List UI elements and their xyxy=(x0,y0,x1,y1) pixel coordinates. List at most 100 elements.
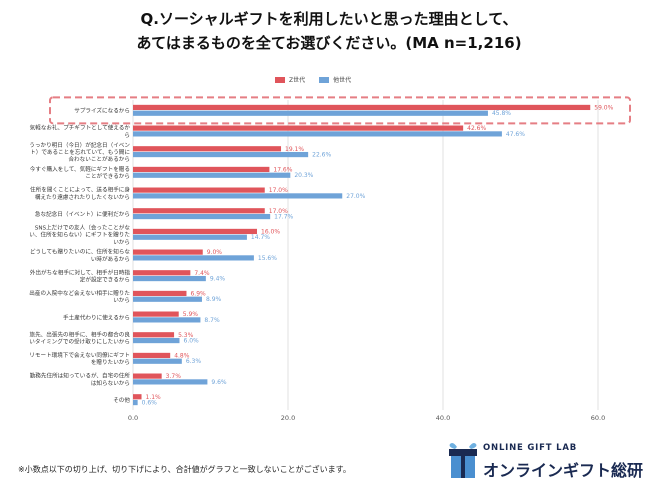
highlight-box xyxy=(49,96,631,125)
data-label: 3.7% xyxy=(166,373,182,380)
category-label: 合わないことがあるから xyxy=(68,155,130,163)
data-label: 1.1% xyxy=(146,394,162,401)
category-label: 出産の入院中など会えない相手に贈りた xyxy=(29,289,130,297)
legend-label-z: Z世代 xyxy=(289,77,306,84)
category-label: を贈りたいから xyxy=(91,358,130,366)
bar-other-generation xyxy=(133,234,247,240)
x-tick-label: 20.0 xyxy=(281,414,295,422)
category-label: い、住所を知らない）にギフトを贈りた xyxy=(29,231,130,239)
bar-z-generation xyxy=(133,270,191,276)
legend-swatch-z xyxy=(275,76,285,83)
logo: ONLINE GIFT LAB オンラインギフト総研 xyxy=(447,441,647,481)
bar-z-generation xyxy=(133,208,265,214)
data-label: 4.8% xyxy=(174,352,190,359)
x-tick-label: 60.0 xyxy=(591,414,605,422)
bar-other-generation xyxy=(133,379,208,385)
bar-other-generation xyxy=(133,255,254,261)
bar-z-generation xyxy=(133,249,203,255)
bar-z-generation xyxy=(133,146,282,152)
footnote: ※小数点以下の切り上げ、切り下げにより、合計値がグラフと一致しないことがございま… xyxy=(18,465,351,474)
category-label: いから xyxy=(113,239,130,246)
bar-other-generation xyxy=(133,131,502,137)
bar-z-generation xyxy=(133,373,162,379)
bar-other-generation xyxy=(133,151,309,158)
category-label: いから xyxy=(113,297,130,304)
data-label: 17.6% xyxy=(273,166,292,173)
data-label: 6.9% xyxy=(190,290,206,297)
legend-item-other: 他世代 xyxy=(319,75,351,84)
category-label: ことができるから xyxy=(85,172,130,180)
bar-z-generation xyxy=(133,352,171,359)
category-label: いタイミングでの受け取りにしたいから xyxy=(29,338,130,346)
data-label: 9.0% xyxy=(207,249,223,256)
category-label: 気軽なお礼、プチギフトとして使えるか xyxy=(30,124,131,132)
category-label: リモート環境下で会えない同僚にギフト xyxy=(29,351,130,359)
logo-subtitle: ONLINE GIFT LAB xyxy=(483,443,577,453)
category-label: い時があるから xyxy=(91,255,130,263)
data-label: 5.9% xyxy=(183,311,199,318)
category-label: 外出がちな相手に対して、相手が日時指 xyxy=(30,268,131,276)
x-tick-label: 40.0 xyxy=(436,414,450,422)
chart-title-line-1: Q.ソーシャルギフトを利用したいと思った理由として、 xyxy=(140,10,518,28)
bar-z-generation xyxy=(133,311,179,317)
bar-other-generation xyxy=(133,337,180,344)
category-label: どうしても贈りたいのに、住所を知らな xyxy=(30,248,130,256)
category-label: 構えたり遠慮されたりしたくないから xyxy=(35,193,130,201)
bar-z-generation xyxy=(133,228,257,235)
data-label: 27.0% xyxy=(346,193,365,200)
data-label: 45.8% xyxy=(492,110,511,117)
data-label: 0.6% xyxy=(142,400,158,407)
data-label: 59.0% xyxy=(594,104,613,111)
bar-other-generation xyxy=(133,193,343,199)
legend-item-z: Z世代 xyxy=(275,75,305,84)
bar-z-generation xyxy=(133,125,464,131)
bar-z-generation xyxy=(133,166,270,173)
data-label: 19.1% xyxy=(285,146,304,153)
legend-label-other: 他世代 xyxy=(333,77,352,84)
data-label: 17.0% xyxy=(269,187,288,194)
category-label: 急な記念日（イベント）に便利だから xyxy=(35,210,130,218)
data-label: 6.3% xyxy=(186,358,202,365)
category-label: 旅先、出張先の相手に、相手の都合の良 xyxy=(29,330,130,338)
category-label: 住所を聞くことによって、送る相手に身 xyxy=(30,186,130,194)
data-label: 42.6% xyxy=(467,125,486,132)
bar-other-generation xyxy=(133,296,202,302)
category-label: 勤務先住所は知っているが、自宅の住所 xyxy=(30,372,131,380)
x-tick-label: 0.0 xyxy=(128,414,138,422)
category-label: うっかり明日（今日）が記念日（イベン xyxy=(29,141,130,149)
data-label: 16.0% xyxy=(261,228,280,235)
data-label: 6.0% xyxy=(184,338,200,345)
bar-z-generation xyxy=(133,394,142,400)
data-label: 17.7% xyxy=(274,214,293,221)
data-label: 7.4% xyxy=(194,270,210,277)
bar-other-generation xyxy=(133,110,488,116)
data-label: 22.6% xyxy=(312,152,331,159)
category-label: 今すぐ購入をして、気軽にギフトを贈る xyxy=(30,165,130,173)
data-label: 5.3% xyxy=(178,332,194,339)
data-label: 9.6% xyxy=(211,379,227,386)
data-label: 8.7% xyxy=(204,317,220,324)
data-label: 8.9% xyxy=(206,296,222,303)
bar-z-generation xyxy=(133,104,591,111)
data-label: 14.7% xyxy=(251,234,270,241)
category-label: ト）であることを忘れていて、もう間に xyxy=(30,148,130,156)
bar-z-generation xyxy=(133,187,265,193)
bar-z-generation xyxy=(133,332,175,338)
bar-other-generation xyxy=(133,358,182,364)
bar-other-generation xyxy=(133,213,271,220)
category-label: 定が設定できるから xyxy=(80,276,130,284)
category-label: SNS上だけでの友人（会ったことがな xyxy=(35,223,131,231)
category-label: は知らないから xyxy=(91,379,130,387)
category-label: サプライズになるから xyxy=(74,107,130,115)
bar-other-generation xyxy=(133,317,201,323)
bar-other-generation xyxy=(133,275,206,282)
logo-title: オンラインギフト総研 xyxy=(483,461,644,480)
chart-title-line-2: あてはまるものを全てお選びください。(MA n=1,216) xyxy=(136,34,522,52)
legend-swatch-other xyxy=(319,76,330,83)
data-label: 20.3% xyxy=(294,172,313,179)
bar-z-generation xyxy=(133,290,187,297)
gift-box-icon xyxy=(449,443,477,478)
bar-other-generation xyxy=(133,399,138,406)
legend: Z世代 他世代 xyxy=(275,75,351,84)
